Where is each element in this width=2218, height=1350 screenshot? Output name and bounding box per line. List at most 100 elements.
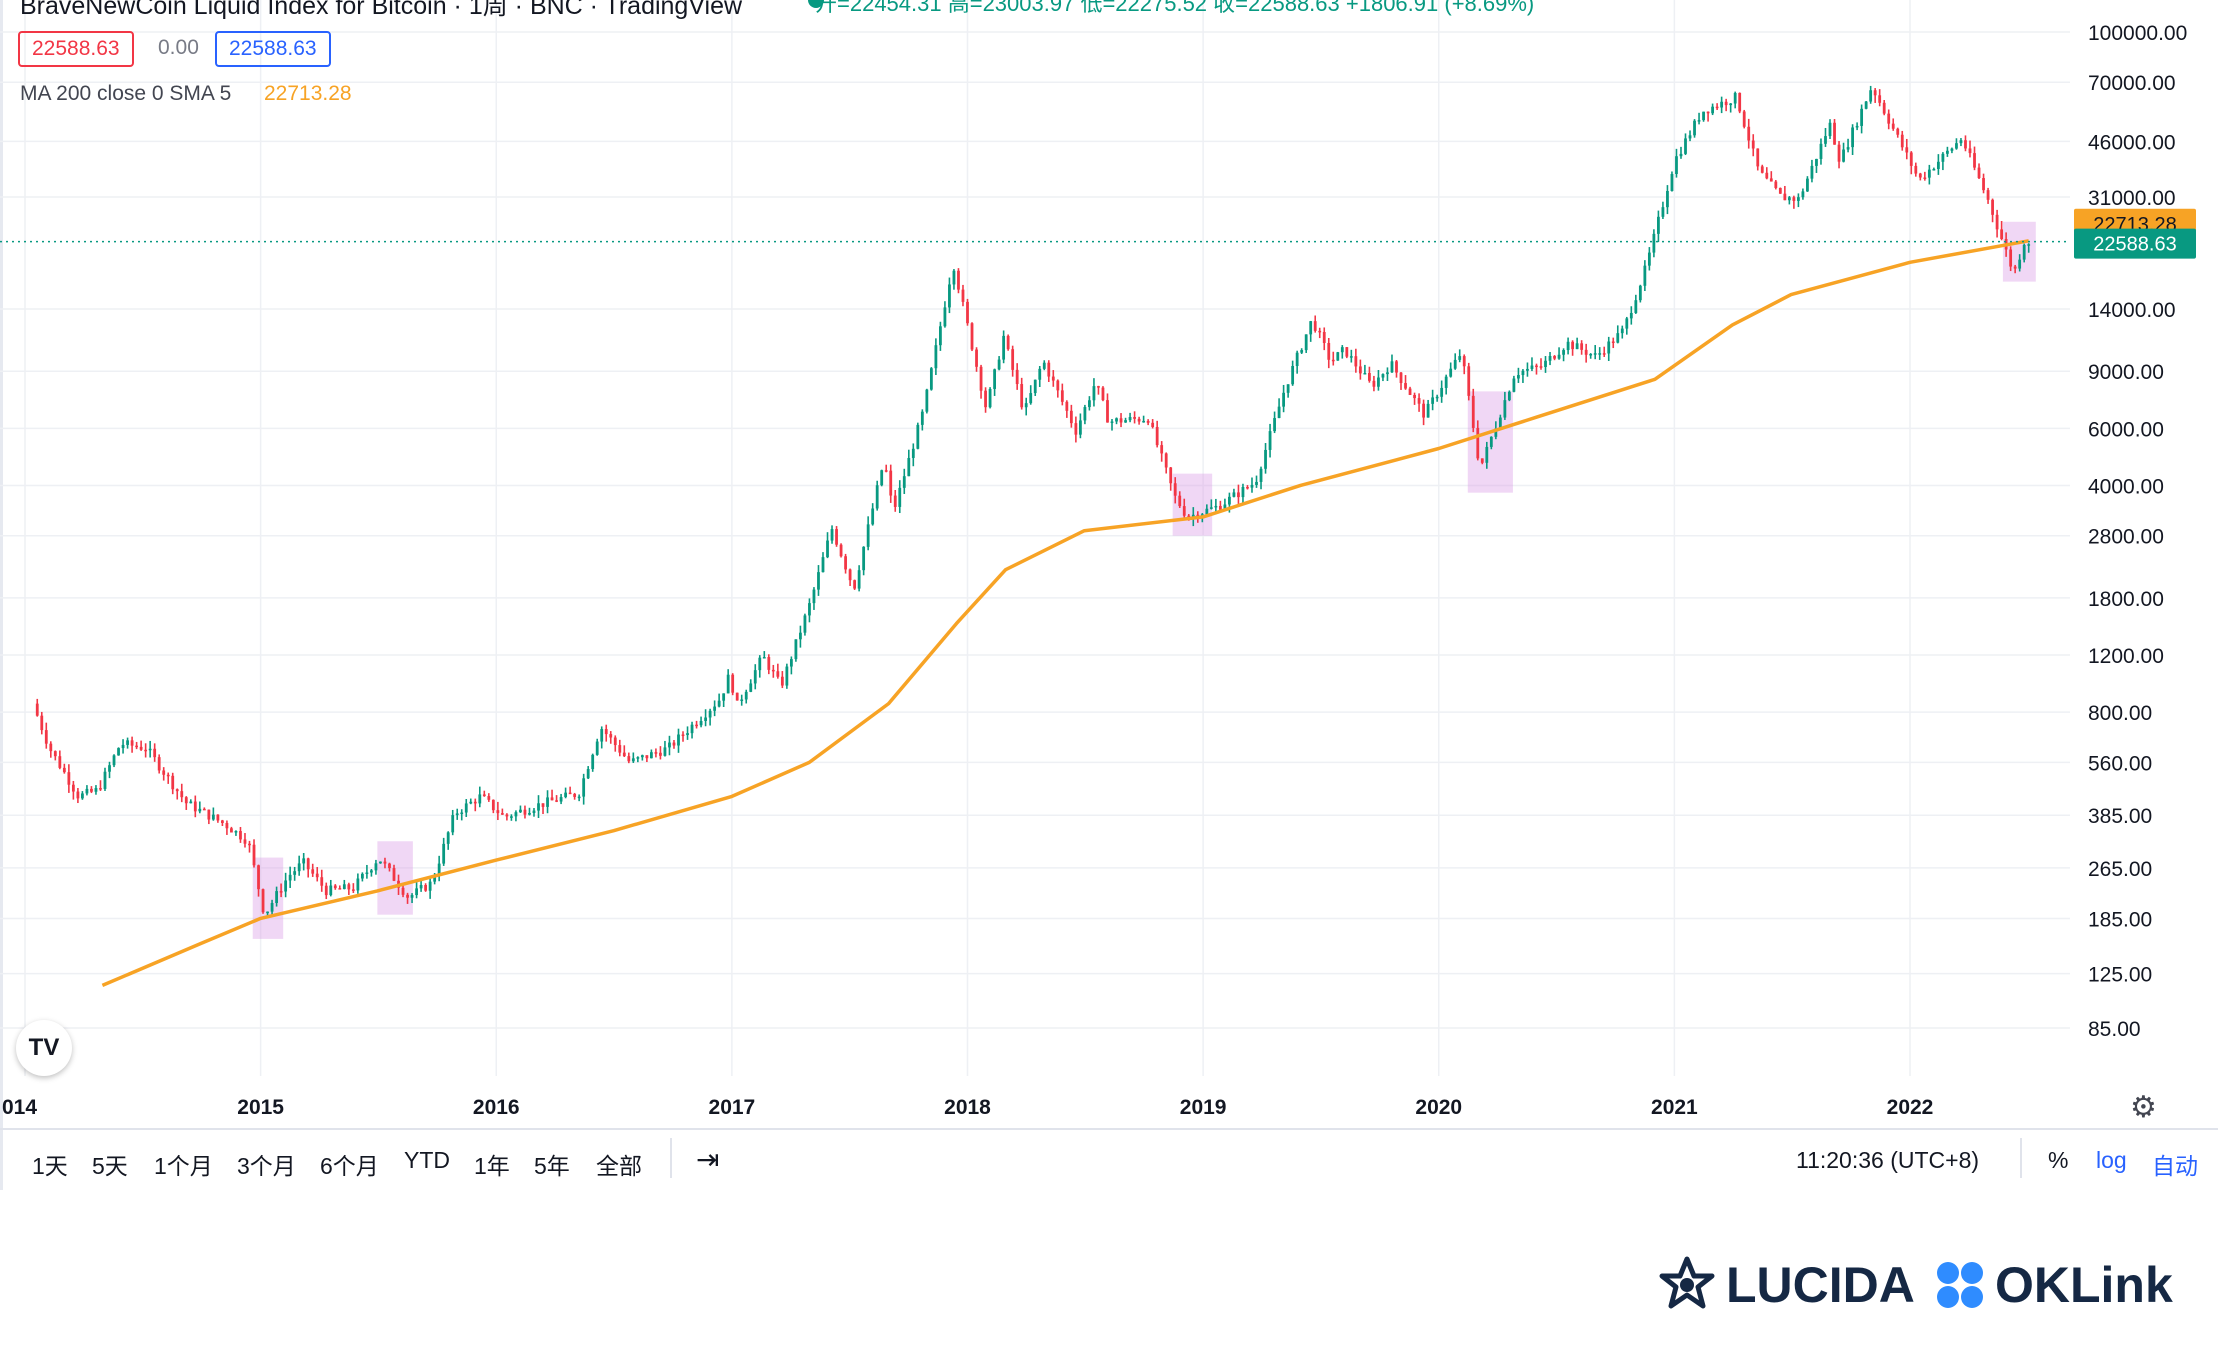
candle-body	[360, 873, 364, 879]
candle-body	[1647, 252, 1651, 266]
candle-body	[1787, 197, 1791, 201]
candle-body	[370, 870, 373, 873]
candle-body	[1422, 403, 1425, 418]
candle-body	[1643, 265, 1647, 286]
candle-body	[1264, 449, 1267, 469]
candle-body	[1684, 138, 1687, 154]
candle-body	[338, 888, 342, 890]
percent-scale-button[interactable]: %	[2048, 1147, 2069, 1173]
candle-body	[988, 388, 992, 408]
candle-body	[1666, 190, 1669, 208]
candle-body	[216, 814, 220, 821]
candle-body	[130, 740, 134, 746]
candle-body	[1358, 366, 1362, 374]
candle-body	[1462, 356, 1466, 367]
auto-scale-button[interactable]: 自动	[2152, 1153, 2198, 1179]
candle-body	[225, 822, 229, 829]
y-tick-label: 31000.00	[2088, 187, 2176, 210]
gear-icon[interactable]: ⚙	[2130, 1091, 2157, 1124]
candle-body	[1435, 396, 1439, 399]
candle-body	[1914, 165, 1918, 174]
candle-body	[1218, 505, 1222, 510]
candle-body	[1228, 496, 1231, 505]
candle-body	[1815, 158, 1818, 166]
range-5y-button[interactable]: 5年	[534, 1153, 570, 1179]
y-tick-label: 800.00	[2088, 702, 2152, 725]
candle-body	[934, 345, 938, 369]
tradingview-logo-icon[interactable]: TV	[16, 1020, 72, 1076]
candle-body	[1349, 356, 1353, 358]
candle-body	[81, 793, 84, 799]
range-1d-button[interactable]: 1天	[32, 1153, 68, 1179]
y-tick-label: 265.00	[2088, 858, 2152, 881]
candle-body	[1182, 506, 1186, 516]
chart-frame	[0, 0, 3, 1190]
y-tick-label: 70000.00	[2088, 72, 2176, 95]
candle-body	[631, 758, 635, 762]
candle-body	[582, 778, 586, 797]
candle-body	[1151, 422, 1155, 427]
range-ytd-button[interactable]: YTD	[404, 1147, 450, 1173]
candle-body	[1638, 285, 1642, 301]
candle-body	[1417, 398, 1421, 404]
candle-body	[1042, 362, 1046, 369]
candle-body	[681, 734, 685, 737]
clock-readout[interactable]: 11:20:36 (UTC+8)	[1796, 1147, 1980, 1173]
candle-body	[311, 869, 315, 874]
range-all-button[interactable]: 全部	[596, 1153, 642, 1179]
candle-body	[1846, 147, 1850, 150]
candle-body	[591, 754, 595, 770]
candle-body	[1769, 178, 1773, 182]
candle-body	[374, 863, 378, 871]
candle-body	[794, 639, 798, 660]
last-price-axis-label: 22588.63	[2093, 234, 2176, 256]
range-5d-button[interactable]: 5天	[92, 1153, 128, 1179]
y-tick-label: 4000.00	[2088, 475, 2164, 498]
candle-body	[708, 710, 712, 718]
x-tick-label: 2018	[944, 1096, 991, 1119]
range-6m-button[interactable]: 6个月	[320, 1153, 379, 1179]
sell-price-box[interactable]: 22588.63	[18, 31, 134, 67]
range-3m-button[interactable]: 3个月	[237, 1153, 296, 1179]
candle-body	[1173, 483, 1177, 496]
x-tick-label: 2021	[1651, 1096, 1698, 1119]
candle-body	[1553, 355, 1556, 359]
ma-indicator-label[interactable]: MA 200 close 0 SMA 5	[20, 82, 232, 105]
candle-body	[1372, 380, 1376, 387]
candle-body	[1476, 427, 1480, 459]
candle-body	[1322, 331, 1326, 343]
candle-body	[1977, 167, 1981, 179]
candle-body	[1471, 395, 1475, 428]
buy-price-box[interactable]: 22588.63	[215, 31, 331, 67]
candle-body	[1887, 113, 1891, 124]
candle-body	[1101, 387, 1105, 401]
candle-body	[1133, 417, 1136, 419]
candle-body	[1620, 328, 1624, 334]
candle-body	[1164, 453, 1168, 468]
candle-body	[880, 470, 884, 486]
candle-body	[966, 301, 969, 324]
range-1y-button[interactable]: 1年	[474, 1153, 510, 1179]
candle-body	[401, 887, 405, 895]
candle-body	[604, 729, 608, 735]
y-tick-label: 185.00	[2088, 908, 2152, 931]
candle-body	[40, 715, 44, 731]
log-scale-button[interactable]: log	[2096, 1147, 2127, 1173]
candle-body	[1029, 393, 1033, 404]
candle-body	[519, 809, 522, 813]
goto-date-icon[interactable]: ⇥	[696, 1144, 720, 1175]
candle-body	[500, 813, 504, 815]
candle-body	[559, 797, 563, 802]
price-chart[interactable]: 22713.28 22588.63 100000.00 70000.00 46000.…	[0, 0, 2218, 1190]
candle-body	[2018, 259, 2022, 269]
candle-body	[306, 858, 310, 870]
candle-body	[266, 911, 269, 914]
range-1m-button[interactable]: 1个月	[154, 1153, 213, 1179]
candle-body	[1918, 173, 1922, 178]
candle-body	[1598, 353, 1602, 355]
candle-body	[1873, 90, 1877, 96]
candle-body	[722, 693, 726, 701]
lucida-wordmark: LUCIDA	[1726, 1257, 1915, 1313]
candle-body	[1882, 102, 1886, 114]
candle-body	[1020, 384, 1024, 408]
